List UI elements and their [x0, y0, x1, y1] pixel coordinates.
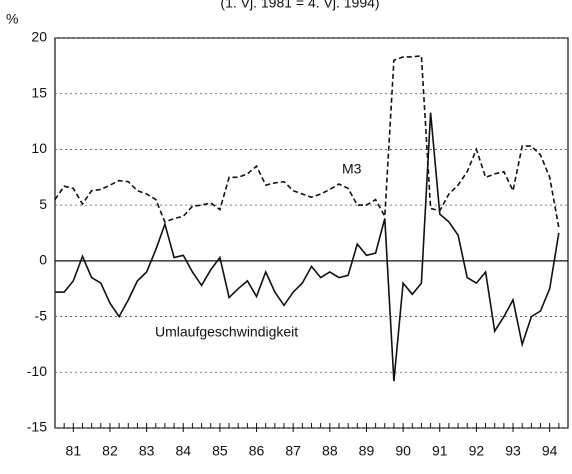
series-line	[55, 112, 560, 382]
x-tick-label: 83	[139, 443, 155, 459]
x-tick-label: 82	[102, 443, 118, 459]
y-tick-label: 0	[39, 252, 47, 268]
x-tick-label: 94	[542, 443, 558, 459]
x-tick-label: 93	[505, 443, 521, 459]
x-tick-label: 89	[359, 443, 375, 459]
chart-subtitle: (1. Vj. 1981 = 4. Vj. 1994)	[220, 0, 379, 11]
y-tick-label: 15	[31, 84, 47, 100]
y-tick-label: 10	[31, 140, 47, 156]
plot-frame	[54, 37, 569, 429]
x-tick-label: 88	[322, 443, 338, 459]
series-line	[54, 54, 560, 228]
series-label: M3	[342, 161, 362, 177]
x-tick-label: 81	[66, 443, 82, 459]
y-axis-label: %	[6, 11, 18, 27]
x-tick-label: 92	[469, 443, 485, 459]
x-tick-label: 86	[249, 443, 265, 459]
y-tick-label: -10	[27, 363, 47, 379]
y-tick-label: 5	[39, 196, 47, 212]
y-tick-label: 20	[31, 29, 47, 45]
y-tick-label: -5	[35, 307, 48, 323]
x-tick-label: 84	[175, 443, 191, 459]
series-label: Umlaufgeschwindigkeit	[155, 324, 298, 340]
x-tick-label: 85	[212, 443, 228, 459]
y-tick-label: -15	[27, 419, 47, 435]
x-tick-label: 87	[285, 443, 301, 459]
x-tick-label: 90	[395, 443, 411, 459]
x-tick-label: 91	[432, 443, 448, 459]
